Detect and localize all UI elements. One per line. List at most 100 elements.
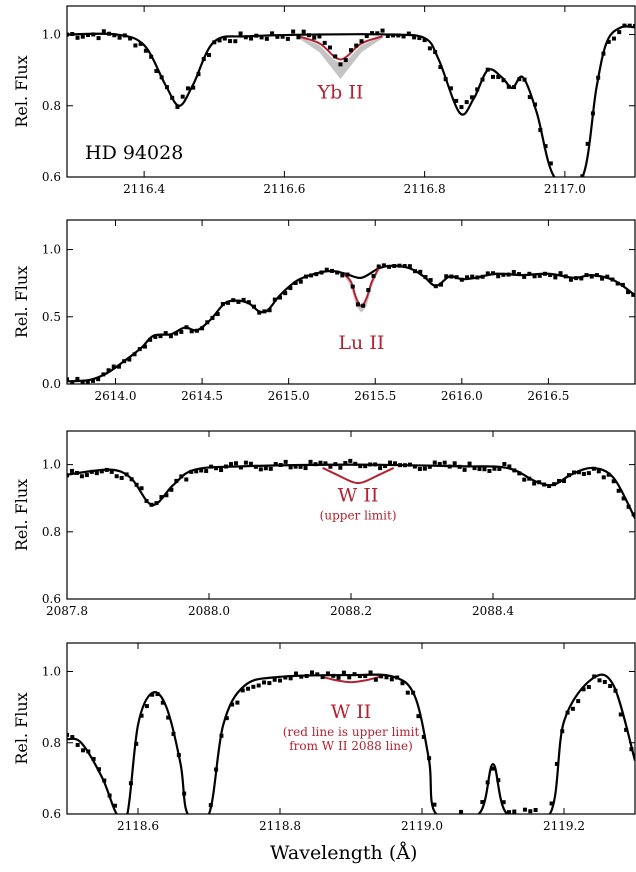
observed-point	[491, 74, 495, 79]
figure-xlabel: Wavelength (Å)	[270, 842, 418, 864]
observed-point	[275, 34, 280, 39]
observed-point	[184, 325, 189, 330]
observed-point	[606, 472, 611, 477]
observed-point	[565, 710, 570, 715]
observed-point	[552, 482, 557, 487]
observed-point	[101, 372, 106, 377]
observed-point	[308, 459, 313, 464]
observed-point	[491, 766, 495, 771]
observed-point	[517, 471, 522, 476]
observed-point	[475, 87, 480, 92]
observed-point	[570, 706, 575, 711]
observed-point	[128, 781, 133, 786]
observed-point	[548, 273, 553, 278]
observed-point	[378, 466, 383, 471]
observed-point	[335, 270, 340, 275]
observed-point	[432, 460, 437, 465]
panel-frame	[66, 219, 636, 385]
observed-point	[154, 501, 159, 506]
observed-point	[325, 671, 330, 676]
y-axis-label: Rel. Flux	[12, 55, 31, 127]
observed-point	[560, 729, 565, 734]
observed-point	[469, 95, 474, 100]
star-label: HD 94028	[85, 142, 183, 164]
observed-point	[293, 464, 298, 469]
element-label: W II	[338, 485, 379, 507]
observed-point	[517, 77, 522, 82]
observed-point	[542, 482, 547, 487]
observed-point	[400, 681, 405, 686]
observed-point	[511, 270, 516, 275]
observed-point	[80, 748, 85, 753]
observed-point	[189, 329, 194, 334]
x-tick-label: 2119.2	[543, 819, 585, 833]
observed-point	[241, 297, 246, 302]
observed-point	[86, 749, 91, 754]
observed-point	[363, 674, 368, 679]
observed-point	[364, 34, 369, 39]
observed-point	[413, 269, 418, 274]
observed-point	[254, 33, 259, 38]
observed-point	[368, 670, 373, 675]
observed-point	[492, 466, 497, 471]
observed-point	[361, 303, 366, 308]
x-tick-label: 2616.5	[527, 389, 569, 403]
observed-point	[129, 477, 134, 482]
observed-point	[347, 675, 352, 680]
y-axis-label: Rel. Flux	[12, 266, 31, 338]
observed-point	[497, 466, 502, 471]
y-tick-label: 0.6	[42, 807, 61, 821]
observed-point	[349, 48, 353, 53]
observed-point	[219, 468, 224, 473]
observed-point	[256, 683, 261, 688]
observed-point	[137, 347, 142, 352]
observed-point	[312, 35, 317, 40]
observed-point	[606, 39, 611, 44]
observed-point	[357, 674, 362, 679]
observed-point	[272, 677, 277, 682]
x-tick-label: 2615.5	[354, 389, 396, 403]
observed-point	[462, 467, 467, 472]
observed-point	[537, 480, 542, 485]
observed-point	[411, 690, 416, 695]
observed-point	[338, 465, 343, 470]
observed-point	[139, 713, 144, 718]
observed-point	[586, 471, 591, 476]
observed-point	[527, 476, 532, 481]
observed-point	[397, 263, 402, 268]
observed-point	[226, 300, 231, 305]
y-tick-label: 0.5	[42, 310, 61, 324]
y-tick-label: 1.0	[42, 458, 61, 472]
observed-point	[581, 687, 586, 692]
observed-point	[324, 267, 329, 272]
observed-point	[459, 277, 464, 282]
observed-point	[533, 102, 538, 107]
observed-point	[196, 72, 201, 77]
observed-point	[615, 281, 620, 286]
element-synthesis-line	[322, 467, 395, 485]
observed-point	[512, 85, 517, 90]
observed-point	[353, 461, 358, 466]
observed-point	[405, 690, 410, 695]
observed-point	[133, 43, 138, 48]
observed-point	[174, 478, 179, 483]
observed-point	[631, 512, 635, 517]
observed-point	[427, 46, 432, 51]
observed-point	[613, 688, 618, 693]
observed-point	[217, 38, 222, 43]
observed-point	[122, 359, 127, 364]
observed-point	[475, 275, 480, 280]
observed-point	[627, 23, 632, 28]
observed-point	[449, 274, 454, 279]
observed-point	[101, 29, 106, 34]
observed-point	[210, 315, 215, 320]
observed-point	[142, 344, 147, 349]
observed-point	[320, 675, 325, 680]
observed-point	[423, 275, 428, 280]
observed-point	[580, 174, 585, 177]
observed-point	[238, 31, 243, 36]
observed-point	[246, 300, 251, 305]
observed-point	[516, 272, 521, 277]
observed-point	[267, 308, 272, 313]
observed-point	[243, 460, 248, 465]
